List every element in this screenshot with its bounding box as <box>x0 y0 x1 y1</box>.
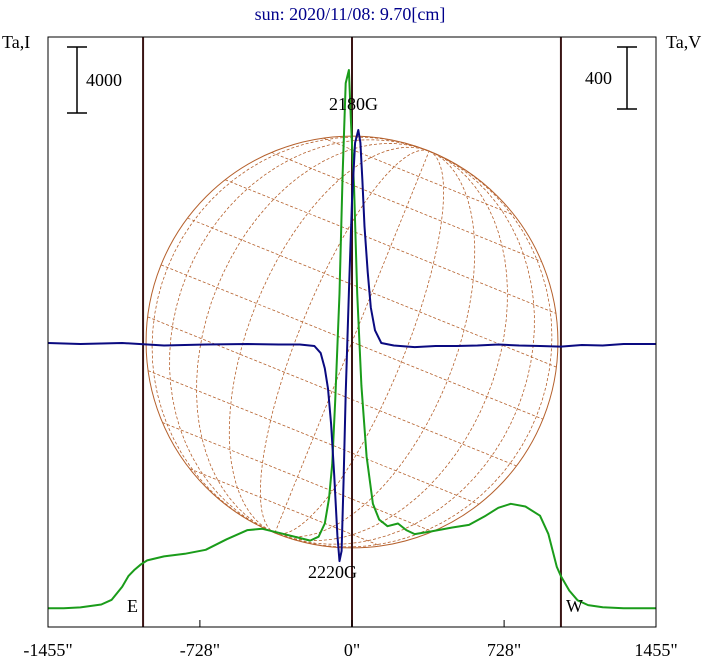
left-scale-value: 4000 <box>86 70 122 90</box>
x-tick-label: 728" <box>487 640 521 660</box>
peak-top-label: 2180G <box>329 94 378 114</box>
meridian-line <box>274 150 535 545</box>
left-axis-label: Ta,I <box>2 32 30 52</box>
parallel-line <box>225 179 557 314</box>
right-scale-bar: 400 <box>585 46 637 110</box>
parallel-line <box>271 152 542 262</box>
meridian-line <box>274 150 476 538</box>
peak-bottom-label: 2220G <box>308 562 357 582</box>
intensity-series-line <box>48 69 656 610</box>
meridian-line <box>274 150 445 535</box>
parallel-line <box>189 468 381 547</box>
chart-title: sun: 2020/11/08: 9.70[cm] <box>255 4 446 24</box>
parallel-line <box>147 370 479 505</box>
x-tick-label: 0" <box>344 640 360 660</box>
left-scale-bar: 4000 <box>67 46 122 114</box>
parallel-line <box>187 217 557 368</box>
parallel-line <box>323 137 515 216</box>
east-label: E <box>127 596 138 616</box>
right-scale-value: 400 <box>585 68 612 88</box>
right-axis-label: Ta,V <box>666 32 701 52</box>
x-axis-ticks: -1455" -728" 0" 728" 1455" <box>23 620 678 660</box>
polarization-series-line <box>47 129 656 563</box>
parallel-line <box>147 316 517 467</box>
parallel-line <box>162 422 433 532</box>
solar-limb-lines <box>142 37 562 627</box>
series-group <box>47 69 656 610</box>
x-tick-label: -1455" <box>23 640 72 660</box>
x-tick-label: -728" <box>180 640 220 660</box>
x-tick-label: 1455" <box>634 640 677 660</box>
west-label: W <box>566 596 583 616</box>
